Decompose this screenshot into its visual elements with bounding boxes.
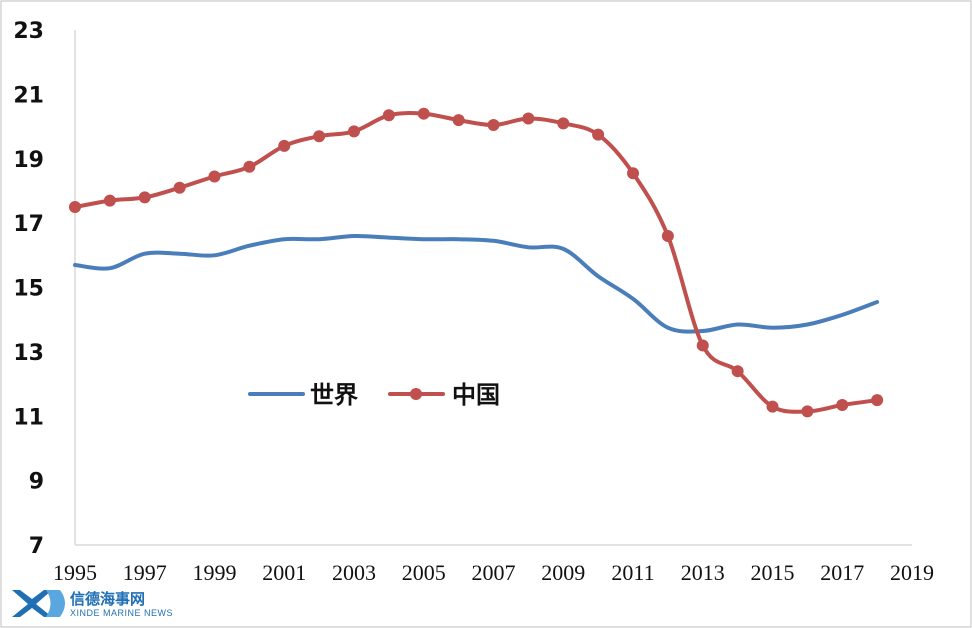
data-point <box>138 191 151 204</box>
x-tick-label: 1995 <box>53 560 97 585</box>
y-tick-label: 23 <box>13 19 44 44</box>
data-point <box>173 181 186 194</box>
data-point <box>731 365 744 378</box>
legend: 世界 中国 <box>248 381 500 409</box>
data-point <box>592 128 605 141</box>
x-tick-label: 2005 <box>402 560 446 585</box>
data-point <box>243 160 256 173</box>
x-tick-label: 2019 <box>890 560 934 585</box>
x-tick-label: 2009 <box>541 560 585 585</box>
data-point <box>417 107 430 120</box>
data-point <box>871 394 884 407</box>
watermark-text-en: XINDE MARINE NEWS <box>70 608 173 618</box>
data-point <box>348 125 360 138</box>
x-tick-label: 2015 <box>751 560 795 585</box>
x-tick-label: 2017 <box>820 560 864 585</box>
x-tick-labels: 1995 1997 1999 2001 2003 2005 2007 2009 2011 2013… <box>53 560 934 585</box>
watermark-logo-icon <box>12 590 65 617</box>
data-point <box>557 117 570 130</box>
data-point <box>836 398 849 411</box>
x-tick-label: 2013 <box>681 560 725 585</box>
y-tick-label: 19 <box>13 148 44 173</box>
data-point <box>103 194 116 207</box>
data-point <box>69 201 81 214</box>
y-tick-label: 21 <box>13 83 44 108</box>
y-tick-label: 9 <box>29 470 44 495</box>
data-point <box>382 109 395 122</box>
watermark-text-cn: 信德海事网 <box>70 590 145 608</box>
data-point <box>452 114 465 127</box>
legend-marker-china <box>410 388 422 400</box>
y-tick-label: 7 <box>29 534 44 559</box>
data-point <box>696 339 709 352</box>
data-point <box>278 139 291 152</box>
x-tick-label: 2003 <box>332 560 376 585</box>
y-tick-label: 17 <box>13 212 44 237</box>
x-tick-label: 2001 <box>262 560 306 585</box>
y-tick-label: 15 <box>13 277 44 302</box>
x-tick-label: 1999 <box>193 560 237 585</box>
x-tick-label: 2007 <box>472 560 516 585</box>
data-point <box>627 167 639 180</box>
x-tick-label: 1997 <box>123 560 167 585</box>
x-tick-label: 2011 <box>611 560 654 585</box>
legend-label-world: 世界 <box>310 381 358 409</box>
data-point <box>487 118 500 131</box>
data-point <box>522 112 535 125</box>
data-point <box>801 405 814 418</box>
legend-item-china: 中国 <box>388 381 500 409</box>
watermark: 信德海事网 XINDE MARINE NEWS <box>12 590 173 618</box>
data-point <box>766 400 779 413</box>
legend-item-world: 世界 <box>248 381 358 409</box>
y-tick-label: 13 <box>13 341 44 366</box>
legend-label-china: 中国 <box>452 381 500 409</box>
data-point <box>208 170 221 183</box>
y-tick-labels: 7 9 11 13 15 17 19 21 23 <box>13 19 44 559</box>
data-point <box>661 230 674 242</box>
data-point <box>313 130 326 143</box>
series-layer <box>69 107 884 418</box>
series-line-0 <box>73 233 880 334</box>
y-tick-label: 11 <box>13 405 44 430</box>
